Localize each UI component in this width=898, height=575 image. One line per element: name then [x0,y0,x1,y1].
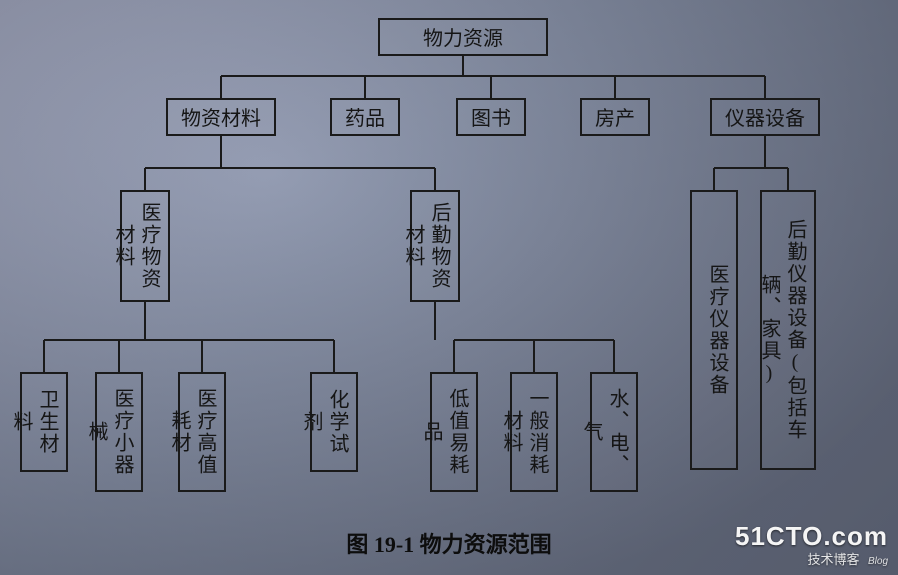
watermark: 51CTO.com 技术博客 Blog [735,523,888,569]
node-property: 房产 [580,98,650,136]
node-l4-4: 化学试剂 [310,372,358,472]
node-l4-2: 医疗小器械 [95,372,143,492]
watermark-tag: Blog [868,556,888,567]
node-materials: 物资材料 [166,98,276,136]
watermark-line1: 51CTO.com [735,523,888,549]
node-equipment: 仪器设备 [710,98,820,136]
node-l4-3: 医疗高值耗材 [178,372,226,492]
node-books: 图书 [456,98,526,136]
node-logistics-equipment: 后勤仪器设备(包括车辆、家具) [760,190,816,470]
node-l4-7: 水、电、气 [590,372,638,492]
node-l4-5: 低值易耗品 [430,372,478,492]
node-medical-materials: 医疗物资材料 [120,190,170,302]
node-root: 物力资源 [378,18,548,56]
node-drugs: 药品 [330,98,400,136]
node-l4-6: 一般消耗材料 [510,372,558,492]
node-medical-equipment: 医疗仪器设备 [690,190,738,470]
watermark-line2: 技术博客 [808,552,860,567]
node-l4-1: 卫生材料 [20,372,68,472]
node-logistics-materials: 后勤物资材料 [410,190,460,302]
